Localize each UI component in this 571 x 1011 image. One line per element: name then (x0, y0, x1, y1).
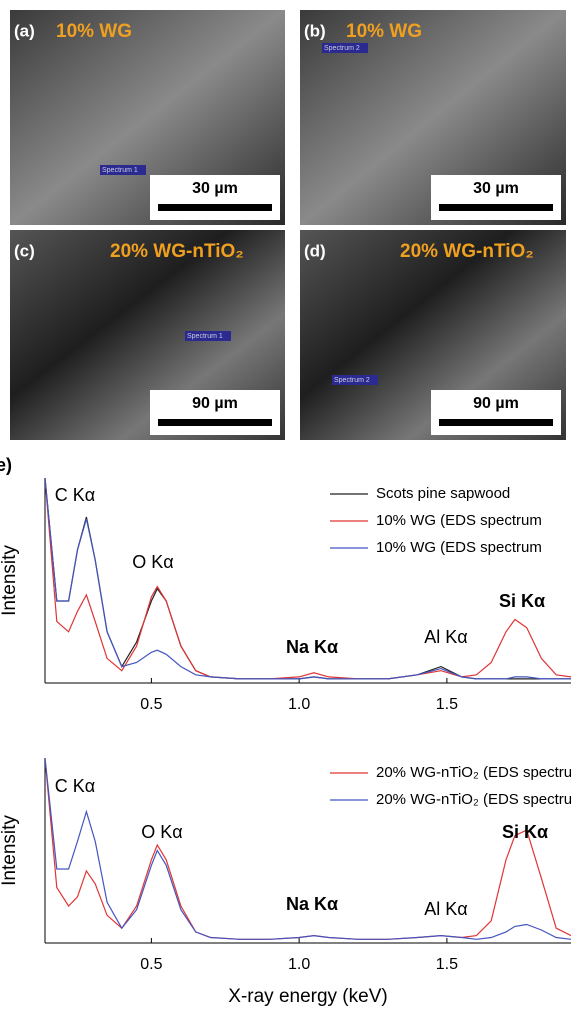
legend-label: Scots pine sapwood (376, 485, 510, 502)
peak-label: O Kα (132, 552, 173, 572)
peak-label: Si Kα (499, 591, 545, 611)
scale-bar-text: 90 µm (473, 395, 519, 412)
plot-lines (45, 478, 571, 680)
peak-label: O Kα (141, 822, 182, 842)
scale-bar-text: 30 µm (473, 180, 519, 197)
spectrum-box (185, 331, 231, 341)
spectrum-box (100, 165, 146, 175)
scale-bar (439, 419, 553, 426)
peak-label: C Kα (55, 485, 95, 505)
x-tick-label: 0.5 (140, 956, 162, 973)
panel-caption: 10% WG (346, 21, 422, 42)
spectrum-label: Spectrum 2 (324, 45, 360, 52)
spectrum-box (322, 43, 368, 53)
peak-label: Al Kα (424, 627, 467, 647)
panel-label: (d) (304, 241, 326, 260)
peak-label: Al Kα (424, 899, 467, 919)
panel-caption: 20% WG-nTiO₂ (110, 241, 244, 262)
x-tick-label: 1.5 (436, 956, 458, 973)
x-tick-label: 1.5 (436, 696, 458, 713)
legend-label: 10% WG (EDS spectrum (376, 539, 542, 556)
x-tick-label: 1.0 (288, 696, 310, 713)
x-axis-label: X-ray energy (keV) (228, 986, 387, 1007)
scale-bar-text: 30 µm (192, 180, 238, 197)
scale-bar-box (150, 390, 280, 435)
spectrum-label: Spectrum 1 (187, 333, 223, 340)
panel-caption: 10% WG (56, 21, 132, 42)
legend-label: 20% WG-nTiO₂ (EDS spectrum (376, 791, 571, 808)
plot-lines (45, 758, 571, 940)
scale-bar (439, 204, 553, 211)
y-axis-label: Intensity (0, 545, 20, 616)
scale-bar-text: 90 µm (192, 395, 238, 412)
spectrum-box (332, 375, 378, 385)
scale-bar (158, 204, 272, 211)
panel-label: (b) (304, 21, 326, 40)
legend-label: 20% WG-nTiO₂ (EDS spectrum (376, 764, 571, 781)
panel-label: (c) (14, 241, 35, 260)
scale-bar (158, 419, 272, 426)
peak-label: Na Kα (286, 637, 338, 657)
panel-label: (a) (14, 21, 35, 40)
y-axis-label: Intensity (0, 815, 20, 886)
spectrum-label: Spectrum 2 (334, 377, 370, 384)
spectrum-line (45, 478, 571, 680)
spectrum-label: Spectrum 1 (102, 167, 138, 174)
peak-label: Si Kα (502, 822, 548, 842)
scale-bar-box (150, 175, 280, 220)
peak-label: C Kα (55, 776, 95, 796)
peak-label: Na Kα (286, 894, 338, 914)
scale-bar-box (431, 390, 561, 435)
panel-caption: 20% WG-nTiO₂ (400, 241, 534, 262)
scale-bar-box (431, 175, 561, 220)
x-tick-label: 0.5 (140, 696, 162, 713)
x-tick-label: 1.0 (288, 956, 310, 973)
legend-label: 10% WG (EDS spectrum (376, 512, 542, 529)
panel-label: e) (0, 455, 12, 475)
spectrum-line (45, 758, 571, 940)
